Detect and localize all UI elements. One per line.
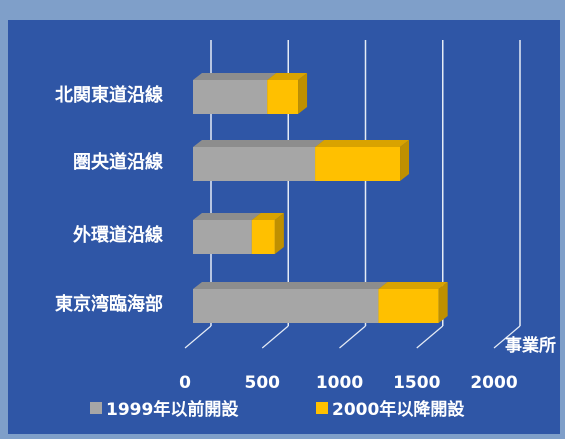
bar-end-face <box>274 213 284 254</box>
x-tick-label: 1000 <box>316 373 363 393</box>
category-label: 東京湾臨海部 <box>55 293 163 315</box>
bar-top-face <box>193 282 388 289</box>
floor-line <box>261 325 289 349</box>
legend: 1999年以前開設 2000年以降開設 <box>90 399 465 420</box>
bar-top-face <box>315 140 410 147</box>
bar-front-face <box>267 80 299 114</box>
bars <box>193 73 448 323</box>
floor-line <box>493 325 521 349</box>
bar-segment <box>315 140 410 181</box>
category-label: 外環道沿線 <box>73 224 163 246</box>
bar-end-face <box>298 73 308 114</box>
bar-segment <box>193 73 277 114</box>
bar-end-face <box>400 140 410 181</box>
legend-label: 1999年以前開設 <box>106 399 239 420</box>
bar-segment <box>251 213 284 254</box>
bar-top-face <box>267 73 308 80</box>
legend-swatch <box>316 402 328 414</box>
x-tick-label: 1500 <box>393 373 440 393</box>
bar-front-face <box>193 220 252 254</box>
bar-top-face <box>251 213 284 220</box>
bar-end-face <box>438 282 448 323</box>
bar-segment <box>193 213 261 254</box>
category-label: 北関東道沿線 <box>55 84 163 106</box>
bar-top-face <box>378 282 448 289</box>
bar-segment <box>378 282 448 323</box>
bar-segment <box>193 140 325 181</box>
floor-line <box>339 325 366 349</box>
bar-front-face <box>193 147 316 181</box>
x-tick-label: 2000 <box>470 373 517 393</box>
floor-line <box>416 325 444 349</box>
bar-front-face <box>378 289 439 323</box>
bar-front-face <box>193 289 379 323</box>
bar-segment <box>193 282 388 323</box>
bar-front-face <box>193 80 268 114</box>
x-tick-label: 0 <box>179 373 191 393</box>
bar-top-face <box>193 73 277 80</box>
x-tick-label: 500 <box>245 373 281 393</box>
floor-line <box>184 325 212 349</box>
legend-label: 2000年以降開設 <box>332 399 465 420</box>
bar-front-face <box>315 147 401 181</box>
x-axis-ticks: 0 500 1000 1500 2000 <box>179 373 518 393</box>
legend-swatch <box>90 402 102 414</box>
bar-top-face <box>193 213 261 220</box>
bar-top-face <box>193 140 325 147</box>
bar-segment <box>267 73 308 114</box>
x-axis-unit-label: 事業所 <box>505 335 556 356</box>
category-label: 圏央道沿線 <box>73 151 163 173</box>
bar-front-face <box>251 220 275 254</box>
